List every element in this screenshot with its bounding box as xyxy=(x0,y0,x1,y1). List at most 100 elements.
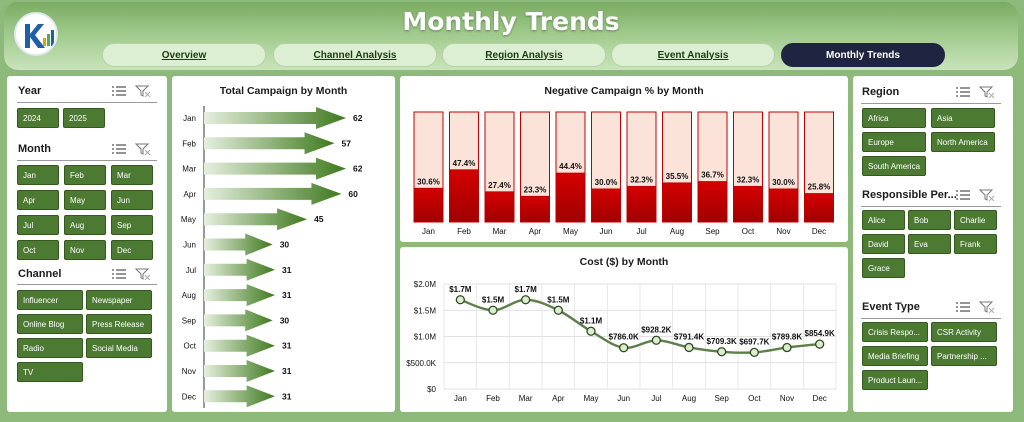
channel-option-radio[interactable]: Radio xyxy=(17,338,83,358)
clear-filter-icon[interactable] xyxy=(979,189,995,201)
category-label: Apr xyxy=(529,227,542,236)
data-label: $709.3K xyxy=(707,337,737,346)
category-label: Sep xyxy=(705,227,720,236)
month-option-dec[interactable]: Dec xyxy=(111,240,153,260)
channel-option-tv[interactable]: TV xyxy=(17,362,83,382)
channel-option-influencer[interactable]: Influencer xyxy=(17,290,83,310)
person-option-bob[interactable]: Bob xyxy=(908,210,951,230)
person-option-frank[interactable]: Frank xyxy=(954,234,997,254)
data-point-aug xyxy=(684,342,694,353)
data-label: $1.5M xyxy=(547,295,570,304)
bar-arrow-aug xyxy=(204,284,275,307)
month-option-jun[interactable]: Jun xyxy=(111,190,153,210)
divider xyxy=(17,102,157,103)
person-option-charlie[interactable]: Charlie xyxy=(954,210,997,230)
month-option-mar[interactable]: Mar xyxy=(111,165,153,185)
y-tick-label: $500.0K xyxy=(406,359,436,368)
month-option-may[interactable]: May xyxy=(64,190,106,210)
person-option-alice[interactable]: Alice xyxy=(862,210,905,230)
channel-option-press-release[interactable]: Press Release xyxy=(86,314,152,334)
category-label: Aug xyxy=(670,227,684,236)
person-option-eva[interactable]: Eva xyxy=(908,234,951,254)
month-option-nov[interactable]: Nov xyxy=(64,240,106,260)
event-option-partnership[interactable]: Partnership ... xyxy=(931,346,997,366)
multi-select-icon[interactable] xyxy=(111,268,127,280)
category-label: May xyxy=(563,227,578,236)
multi-select-icon[interactable] xyxy=(955,189,971,201)
category-label: Dec xyxy=(813,394,827,403)
person-option-grace[interactable]: Grace xyxy=(862,258,905,278)
data-label: 30 xyxy=(280,315,290,325)
category-label: Oct xyxy=(184,342,197,351)
year-option-2024[interactable]: 2024 xyxy=(17,108,59,128)
event-option-product-laun[interactable]: Product Laun... xyxy=(862,370,928,390)
bar-may xyxy=(555,172,586,223)
tab-region-analysis[interactable]: Region Analysis xyxy=(442,43,606,67)
month-option-jul[interactable]: Jul xyxy=(17,215,59,235)
multi-select-icon[interactable] xyxy=(955,86,971,98)
month-option-oct[interactable]: Oct xyxy=(17,240,59,260)
region-option-africa[interactable]: Africa xyxy=(862,108,926,128)
bar-oct xyxy=(733,185,763,223)
category-label: Nov xyxy=(780,394,794,403)
chart-title-total-campaign: Total Campaign by Month xyxy=(219,85,348,97)
left-slicer-panel: Year Month Channel 2024 2025 Jan Feb Mar Apr M… xyxy=(7,76,167,412)
region-option-asia[interactable]: Asia xyxy=(931,108,995,128)
channel-option-online-blog[interactable]: Online Blog xyxy=(17,314,83,334)
month-option-jan[interactable]: Jan xyxy=(17,165,59,185)
data-label: $786.0K xyxy=(609,333,639,342)
clear-filter-icon[interactable] xyxy=(135,143,151,155)
category-label: Mar xyxy=(519,394,533,403)
responsible-person-slicer-title: Responsible Per... xyxy=(862,189,957,201)
bar-dec xyxy=(804,193,834,223)
multi-select-icon[interactable] xyxy=(955,301,971,313)
total-campaign-chart: Jan 62 Feb 57 Mar 62 Apr 60 May 45 Jun 30 Jul 31 Aug 31… xyxy=(181,106,363,408)
data-point-apr xyxy=(553,305,563,315)
region-option-north-america[interactable]: North America xyxy=(931,132,995,152)
channel-option-social-media[interactable]: Social Media xyxy=(86,338,152,358)
month-option-apr[interactable]: Apr xyxy=(17,190,59,210)
event-option-csr-activity[interactable]: CSR Activity xyxy=(931,322,997,342)
tab-event-analysis[interactable]: Event Analysis xyxy=(611,43,775,67)
data-label: 30.6% xyxy=(417,177,440,186)
bar-arrow-sep xyxy=(204,309,273,332)
year-option-2025[interactable]: 2025 xyxy=(63,108,105,128)
clear-filter-icon[interactable] xyxy=(135,268,151,280)
data-label: 57 xyxy=(342,138,352,148)
channel-option-newspaper[interactable]: Newspaper xyxy=(86,290,152,310)
multi-select-icon[interactable] xyxy=(111,85,127,97)
bar-arrow-jul xyxy=(204,258,275,281)
event-option-crisis-respo[interactable]: Crisis Respo... xyxy=(862,322,928,342)
bar-jan xyxy=(413,187,444,223)
clear-filter-icon[interactable] xyxy=(979,86,995,98)
tab-monthly-trends[interactable]: Monthly Trends xyxy=(781,43,945,67)
bar-arrow-jan xyxy=(204,107,346,129)
tab-overview[interactable]: Overview xyxy=(102,43,266,67)
month-option-sep[interactable]: Sep xyxy=(111,215,153,235)
bar-jun xyxy=(591,188,621,223)
month-option-feb[interactable]: Feb xyxy=(64,165,106,185)
region-option-south-america[interactable]: South America xyxy=(862,156,926,176)
region-option-europe[interactable]: Europe xyxy=(862,132,926,152)
tab-channel-analysis[interactable]: Channel Analysis xyxy=(273,43,437,67)
data-label: 60 xyxy=(348,189,358,199)
category-label: Sep xyxy=(182,316,197,325)
cost-panel: Cost ($) by Month $0 $500.0K $1.0M $1.5M $2.… xyxy=(400,247,848,412)
month-option-aug[interactable]: Aug xyxy=(64,215,106,235)
bar-arrow-feb xyxy=(204,132,335,155)
event-option-media-briefing[interactable]: Media Briefing xyxy=(862,346,928,366)
data-label: 47.4% xyxy=(453,159,476,168)
category-label: Apr xyxy=(184,190,197,199)
data-point-sep xyxy=(717,347,727,357)
multi-select-icon[interactable] xyxy=(111,143,127,155)
category-label: Jul xyxy=(636,227,646,236)
person-option-david[interactable]: David xyxy=(862,234,905,254)
y-tick-label: $2.0M xyxy=(414,280,437,289)
bar-arrow-may xyxy=(204,208,308,231)
data-point-jan xyxy=(455,295,465,305)
data-label: $1.7M xyxy=(449,285,472,294)
category-label: Jun xyxy=(600,227,613,236)
category-label: Feb xyxy=(486,394,500,403)
clear-filter-icon[interactable] xyxy=(135,85,151,97)
clear-filter-icon[interactable] xyxy=(979,301,995,313)
